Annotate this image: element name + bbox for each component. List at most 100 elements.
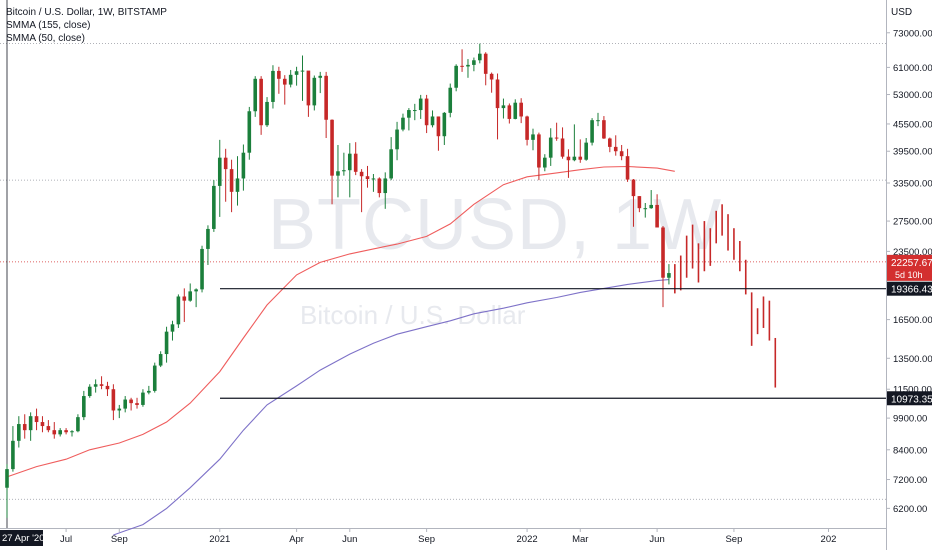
candle	[229, 159, 234, 213]
y-tick-label: 73000.00	[893, 28, 932, 39]
candle-body	[212, 185, 216, 229]
y-tick-label: 8400.00	[893, 445, 927, 456]
axis-currency: USD	[891, 7, 913, 18]
candle	[170, 320, 175, 341]
candle	[217, 139, 222, 217]
candle	[105, 381, 110, 397]
legend-ma50[interactable]: SMMA (50, close)	[6, 33, 85, 44]
countdown-label: 5d 10h	[895, 270, 923, 280]
x-tick-label: Jun	[649, 534, 664, 545]
candle-body	[247, 111, 252, 153]
y-tick-label: 39500.00	[893, 147, 932, 158]
candle	[5, 464, 9, 518]
candle	[111, 384, 116, 421]
candle	[590, 118, 594, 146]
y-tick-label: 61000.00	[893, 63, 932, 74]
candle-body	[472, 60, 476, 65]
candle	[17, 416, 21, 448]
candle-body	[324, 75, 328, 120]
candle-body	[58, 430, 62, 435]
candle	[64, 428, 68, 435]
candle	[377, 177, 382, 198]
candle-body	[87, 386, 92, 397]
candle-body	[259, 78, 263, 126]
candle	[129, 397, 133, 411]
candle	[478, 43, 482, 64]
x-tick-label: 27 Apr '20	[2, 533, 45, 544]
x-tick-label: 2021	[209, 534, 230, 545]
candle	[649, 190, 653, 209]
candle-body	[164, 331, 169, 355]
candle	[483, 52, 488, 86]
candle-body	[566, 156, 571, 161]
candle	[76, 414, 80, 433]
candle-body	[265, 101, 269, 126]
current-price-tag	[887, 254, 932, 281]
candle	[34, 408, 39, 431]
candle-body	[282, 78, 287, 85]
candle	[507, 103, 512, 124]
candle	[596, 112, 600, 127]
candle-body	[389, 149, 393, 179]
watermark-name: Bitcoin / U.S. Dollar	[300, 300, 526, 330]
candle-body	[649, 204, 653, 209]
candle-body	[28, 416, 33, 431]
candle-body	[560, 138, 565, 157]
candle	[401, 113, 405, 132]
candle-body	[412, 110, 417, 112]
candle-body	[111, 389, 116, 411]
x-tick-label: Jul	[60, 534, 72, 545]
candle	[46, 420, 51, 433]
candle-body	[194, 289, 198, 292]
y-tick-label: 53000.00	[893, 90, 932, 101]
candle	[548, 128, 553, 166]
x-tick-label: Jun	[342, 534, 357, 545]
candle-body	[525, 116, 529, 140]
candle	[543, 154, 547, 172]
candle-body	[548, 137, 553, 158]
candle-body	[424, 98, 429, 126]
candle	[247, 106, 252, 160]
candle	[58, 428, 62, 437]
candle-body	[578, 156, 583, 160]
candle-body	[152, 365, 157, 391]
candle	[135, 397, 139, 409]
candle-body	[135, 403, 139, 405]
candle-body	[105, 385, 110, 390]
legend-ma155[interactable]: SMMA (155, close)	[6, 20, 91, 31]
legend-title[interactable]: Bitcoin / U.S. Dollar, 1W, BITSTAMP	[6, 7, 167, 18]
candle	[572, 124, 577, 162]
candle	[52, 422, 57, 439]
candle	[448, 83, 453, 118]
candle-body	[52, 430, 57, 435]
candle-body	[288, 74, 293, 85]
candle-body	[531, 134, 535, 140]
candle	[99, 376, 104, 390]
candle	[164, 326, 169, 363]
candle-body	[478, 53, 482, 61]
candle-body	[613, 146, 618, 152]
candle-body	[590, 120, 594, 143]
candle-body	[359, 171, 364, 177]
candle	[93, 379, 98, 393]
smma-155-line	[113, 279, 669, 536]
candle-body	[93, 384, 98, 387]
candle-body	[454, 65, 458, 88]
candle-body	[371, 178, 376, 180]
candle	[347, 143, 352, 198]
candle	[489, 72, 494, 93]
candle	[277, 66, 281, 94]
candle	[436, 116, 441, 151]
candle	[241, 144, 246, 191]
horizontal-level-label: 10973.35	[891, 394, 932, 405]
candle	[147, 385, 151, 395]
candle	[418, 94, 423, 119]
candle-body	[241, 152, 246, 179]
candle	[560, 127, 565, 159]
candle-body	[17, 424, 21, 441]
candle-body	[206, 228, 210, 249]
candle-body	[436, 116, 441, 137]
candle-body	[330, 119, 334, 176]
